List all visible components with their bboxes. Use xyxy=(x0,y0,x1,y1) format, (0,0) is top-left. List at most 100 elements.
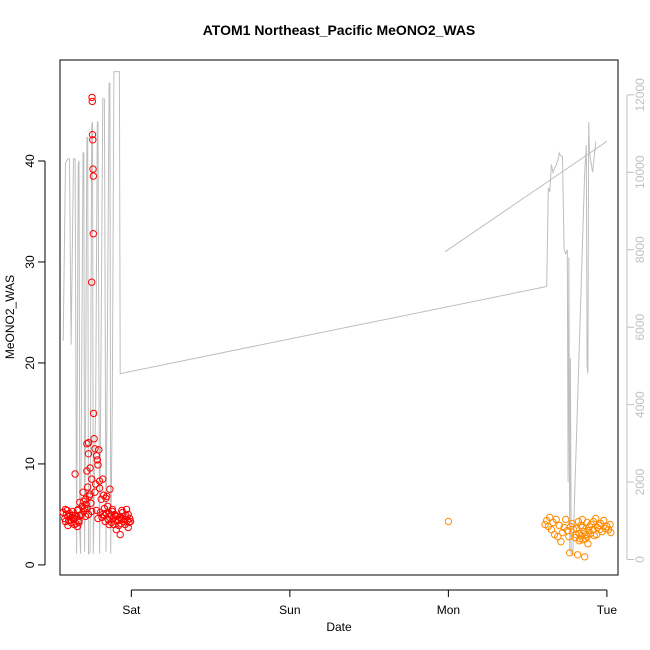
data-point-series-1 xyxy=(124,510,132,519)
data-point-series-2 xyxy=(575,537,583,545)
data-point-series-1 xyxy=(84,450,93,458)
data-point-series-2 xyxy=(575,529,583,538)
data-point-series-1 xyxy=(83,440,91,448)
data-point-series-1 xyxy=(80,504,89,513)
data-point-series-2 xyxy=(595,521,603,530)
data-point-series-2 xyxy=(581,553,589,561)
data-point-series-1 xyxy=(94,461,102,469)
data-point-series-1 xyxy=(81,512,90,521)
data-point-series-1 xyxy=(90,435,98,443)
scatter-points xyxy=(59,93,615,561)
right-tick-label: 4000 xyxy=(633,391,647,418)
y-axis-label: MeONO2_WAS xyxy=(3,275,17,359)
data-point-series-2 xyxy=(589,517,598,526)
data-point-series-1 xyxy=(95,484,104,492)
data-point-series-1 xyxy=(79,488,87,496)
right-tick-label: 6000 xyxy=(633,314,647,341)
data-point-series-1 xyxy=(122,505,131,514)
data-point-series-1 xyxy=(125,518,133,527)
data-point-series-1 xyxy=(115,516,123,525)
data-point-series-1 xyxy=(86,464,94,472)
right-tick-label: 8000 xyxy=(633,236,647,263)
data-point-series-2 xyxy=(546,513,554,522)
data-point-series-1 xyxy=(89,172,98,180)
data-point-series-1 xyxy=(111,511,120,520)
data-point-series-1 xyxy=(75,516,83,525)
data-point-series-2 xyxy=(552,515,560,524)
data-point-series-1 xyxy=(89,165,97,173)
data-point-series-1 xyxy=(88,475,96,483)
data-point-series-1 xyxy=(126,514,134,523)
data-point-series-1 xyxy=(116,530,124,539)
data-point-series-1 xyxy=(88,93,96,102)
data-point-series-1 xyxy=(76,498,84,506)
data-point-series-2 xyxy=(606,520,614,529)
right-tick-label: 12000 xyxy=(633,78,647,112)
data-point-series-1 xyxy=(103,492,111,500)
data-point-series-2 xyxy=(596,525,604,534)
data-point-series-2 xyxy=(558,528,567,537)
y-tick-label: 30 xyxy=(23,255,37,269)
right-tick-label: 10000 xyxy=(633,155,647,189)
y-tick-label: 10 xyxy=(23,457,37,471)
x-axis-label: Date xyxy=(326,620,352,634)
data-point-series-1 xyxy=(84,439,93,447)
right-tick-label: 0 xyxy=(633,556,647,563)
data-point-series-1 xyxy=(84,483,92,491)
data-point-series-1 xyxy=(93,456,102,464)
x-tick-label: Tue xyxy=(597,603,618,617)
data-point-series-1 xyxy=(69,511,77,520)
data-point-series-2 xyxy=(600,516,608,525)
data-point-series-2 xyxy=(557,538,565,546)
data-point-series-1 xyxy=(105,520,113,529)
data-point-series-1 xyxy=(75,518,83,527)
data-point-series-1 xyxy=(106,485,114,493)
right-axis-line-series xyxy=(62,71,608,556)
data-point-series-1 xyxy=(61,505,70,514)
data-point-series-1 xyxy=(91,445,99,453)
data-point-series-1 xyxy=(124,523,132,532)
x-tick-label: Sun xyxy=(279,603,300,617)
data-point-series-1 xyxy=(89,230,98,238)
data-point-series-1 xyxy=(88,507,96,516)
x-tick-label: Mon xyxy=(437,603,460,617)
data-point-series-2 xyxy=(562,515,570,524)
x-tick-label: Sat xyxy=(122,603,141,617)
data-point-series-1 xyxy=(89,409,98,418)
data-point-series-1 xyxy=(88,278,96,286)
data-point-series-2 xyxy=(578,523,586,532)
right-tick-label: 2000 xyxy=(633,468,647,495)
data-point-series-2 xyxy=(601,524,609,533)
data-point-series-1 xyxy=(94,514,102,523)
data-point-series-2 xyxy=(572,530,580,539)
data-point-series-1 xyxy=(97,495,105,503)
plot-frame xyxy=(59,59,619,576)
data-point-series-1 xyxy=(86,490,94,498)
line-series-segment-2 xyxy=(546,121,597,556)
chart-title: ATOM1 Northeast_Pacific MeONO2_WAS xyxy=(203,22,476,38)
data-point-series-1 xyxy=(88,97,97,106)
data-point-series-1 xyxy=(71,470,79,478)
data-point-series-1 xyxy=(78,502,86,510)
line-series-segment-1 xyxy=(62,71,547,556)
data-point-series-1 xyxy=(92,506,101,515)
data-point-series-1 xyxy=(87,499,95,507)
data-point-series-1 xyxy=(88,131,97,139)
data-point-series-1 xyxy=(91,488,99,496)
data-point-series-2 xyxy=(555,521,563,530)
data-point-series-1 xyxy=(99,475,107,483)
y-tick-label: 0 xyxy=(23,561,37,568)
data-point-series-2 xyxy=(584,540,592,548)
data-point-series-2 xyxy=(566,549,574,557)
data-point-series-1 xyxy=(95,446,103,454)
data-point-series-1 xyxy=(64,521,72,530)
data-point-series-1 xyxy=(108,505,117,514)
axes: Sat Sun Mon Tue 0 10 20 30 40 0 2000 4000 6000 8000 10… xyxy=(23,78,647,617)
data-point-series-2 xyxy=(607,528,615,537)
data-point-series-1 xyxy=(100,511,109,520)
data-point-series-1 xyxy=(89,136,97,144)
data-point-series-1 xyxy=(80,497,88,505)
data-point-series-1 xyxy=(73,506,82,515)
data-point-series-1 xyxy=(102,509,110,518)
